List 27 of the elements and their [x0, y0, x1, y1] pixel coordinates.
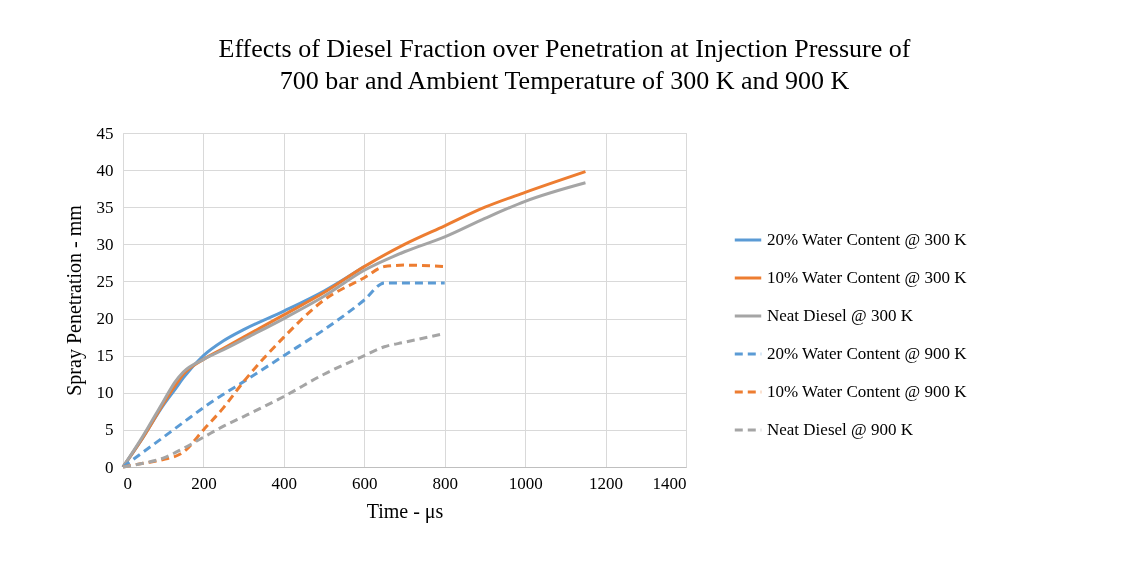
- x-tick-label: 200: [191, 473, 217, 493]
- y-axis-title: Spray Penetration - mm: [62, 204, 86, 396]
- x-tick-label: 600: [352, 473, 378, 493]
- y-tick-label: 30: [96, 234, 114, 254]
- y-tick-label: 10: [96, 383, 114, 403]
- y-tick-label: 5: [105, 420, 114, 440]
- legend-label: Neat Diesel @ 900 K: [767, 420, 914, 439]
- y-tick-label: 40: [96, 160, 114, 180]
- x-tick-label: 400: [271, 473, 298, 493]
- y-tick-label: 15: [96, 346, 114, 366]
- x-tick-label: 1400: [652, 473, 687, 493]
- x-tick-label: 0: [123, 473, 132, 493]
- chart-title: Effects of Diesel Fraction over Penetration at Injection Pressure of 700 bar and Ambient Temperature of 300 K and 900 K: [218, 34, 911, 95]
- y-tick-label: 0: [105, 457, 114, 477]
- y-tick-label: 35: [96, 197, 114, 217]
- y-tick-label: 20: [96, 309, 114, 329]
- legend-label: 10% Water Content @ 300 K: [767, 268, 968, 287]
- legend-label: 20% Water Content @ 300 K: [767, 230, 968, 249]
- legend-label: 20% Water Content @ 900 K: [767, 344, 968, 363]
- legend-label: Neat Diesel @ 300 K: [767, 306, 914, 325]
- y-tick-label: 25: [96, 271, 114, 291]
- y-tick-label: 45: [96, 123, 114, 143]
- legend-label: 10% Water Content @ 900 K: [767, 382, 968, 401]
- x-tick-label: 800: [432, 473, 458, 493]
- x-axis-title: Time - μs: [366, 499, 444, 523]
- x-tick-label: 1200: [589, 473, 624, 493]
- x-tick-label: 1000: [508, 473, 543, 493]
